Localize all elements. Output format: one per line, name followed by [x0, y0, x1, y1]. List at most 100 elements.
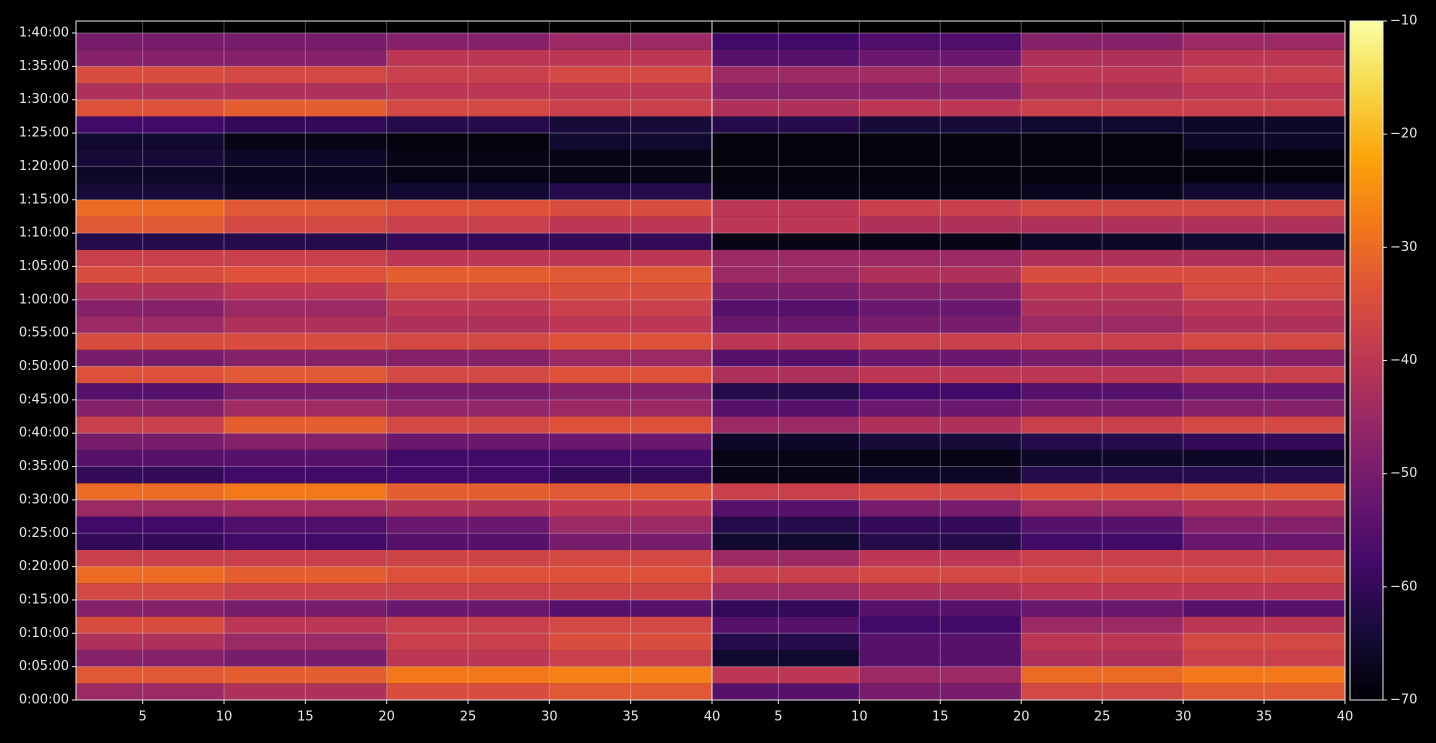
heatmap-cell [859, 66, 1022, 84]
heatmap-cell [224, 516, 387, 534]
heatmap-cell [859, 249, 1022, 267]
heatmap-cell [1183, 533, 1345, 550]
heatmap-cell [76, 166, 225, 184]
heatmap-cell [712, 483, 860, 500]
heatmap-cell [549, 583, 712, 600]
x-tick-label: 25 [1094, 710, 1111, 725]
heatmap-cell [386, 549, 550, 567]
heatmap-cell [76, 66, 225, 84]
heatmap-cell [549, 416, 712, 434]
heatmap-cell [386, 449, 550, 467]
heatmap-cell [1021, 649, 1184, 667]
heatmap-cell [76, 283, 225, 300]
heatmap-cell [76, 499, 225, 517]
heatmap-cell [712, 683, 860, 700]
panel-frame [711, 20, 1346, 701]
heatmap-cell [386, 183, 550, 200]
y-tick-label: 0:35:00 [19, 459, 69, 474]
heatmap-cell [76, 266, 225, 284]
heatmap-cell [76, 99, 225, 117]
heatmap-cell [386, 566, 550, 584]
heatmap-cell [712, 299, 860, 317]
colorbar-tick-label: −30 [1390, 240, 1417, 255]
heatmap-cell [386, 433, 550, 450]
y-tick-label: 0:25:00 [19, 526, 69, 541]
heatmap-cell [224, 349, 387, 367]
heatmap-cell [1183, 549, 1345, 567]
heatmap-cell [224, 133, 387, 150]
heatmap-cell [549, 649, 712, 667]
heatmap-cell [76, 383, 225, 400]
heatmap-cell [386, 383, 550, 400]
heatmap-cell [549, 616, 712, 634]
heatmap-cell [1183, 299, 1345, 317]
heatmap-cell [549, 233, 712, 250]
x-tick-label: 15 [297, 710, 314, 725]
heatmap-cell [224, 383, 387, 400]
heatmap-cell [549, 266, 712, 284]
heatmap-cell [76, 49, 225, 67]
heatmap-cell [1183, 466, 1345, 484]
heatmap-cell [859, 649, 1022, 667]
heatmap-cell [76, 516, 225, 534]
heatmap-cell [549, 333, 712, 350]
y-tick-label: 0:05:00 [19, 659, 69, 674]
heatmap-cell [224, 433, 387, 450]
heatmap-cell [712, 99, 860, 117]
heatmap-cell [76, 399, 225, 417]
colorbar-tick-label: −50 [1390, 466, 1417, 481]
heatmap-cell [224, 233, 387, 250]
heatmap-cell [224, 549, 387, 567]
x-tick-label: 40 [1337, 710, 1354, 725]
y-tick-label: 0:15:00 [19, 592, 69, 607]
heatmap-cell [76, 633, 225, 650]
heatmap-cell [386, 33, 550, 50]
heatmap-cell [224, 666, 387, 684]
heatmap-cell [76, 616, 225, 634]
heatmap-cell [1183, 349, 1345, 367]
heatmap-cell [859, 33, 1022, 50]
heatmap-cell [549, 183, 712, 200]
x-tick-label: 10 [216, 710, 233, 725]
y-tick-label: 0:40:00 [19, 426, 69, 441]
x-tick-label: 40 [704, 710, 721, 725]
heatmap-cell [1021, 283, 1184, 300]
y-tick-label: 1:05:00 [19, 259, 69, 274]
heatmap-cell [224, 116, 387, 134]
heatmap-cell [224, 66, 387, 84]
heatmap-cell [386, 533, 550, 550]
heatmap-cell [76, 666, 225, 684]
heatmap-cell [1021, 133, 1184, 150]
colorbar-tick-label: −10 [1390, 14, 1417, 29]
heatmap-cell [712, 33, 860, 50]
heatmap-cell [76, 349, 225, 367]
heatmap-cell [712, 316, 860, 334]
heatmap-cell [1183, 149, 1345, 167]
heatmap-cell [859, 533, 1022, 550]
heatmap-cell [712, 399, 860, 417]
heatmap-cell [549, 566, 712, 584]
heatmap-cell [386, 216, 550, 234]
x-tick-label: 5 [774, 710, 782, 725]
heatmap-cell [224, 283, 387, 300]
heatmap-cell [1183, 416, 1345, 434]
heatmap-cell [76, 149, 225, 167]
heatmap-cell [76, 249, 225, 267]
heatmap-cell [224, 199, 387, 217]
heatmap-cell [224, 566, 387, 584]
heatmap-cell [712, 549, 860, 567]
heatmap-cell [1183, 183, 1345, 200]
heatmap-cell [1021, 533, 1184, 550]
x-tick-label: 30 [1175, 710, 1192, 725]
heatmap-cell [1183, 383, 1345, 400]
heatmap-cell [386, 416, 550, 434]
heatmap-cell [224, 216, 387, 234]
heatmap-cell [1021, 116, 1184, 134]
x-tick-label: 20 [1013, 710, 1030, 725]
heatmap-cell [1183, 499, 1345, 517]
heatmap-cell [76, 83, 225, 100]
heatmap-cell [712, 599, 860, 617]
heatmap-cell [712, 433, 860, 450]
heatmap-cell [549, 483, 712, 500]
heatmap-cell [859, 149, 1022, 167]
